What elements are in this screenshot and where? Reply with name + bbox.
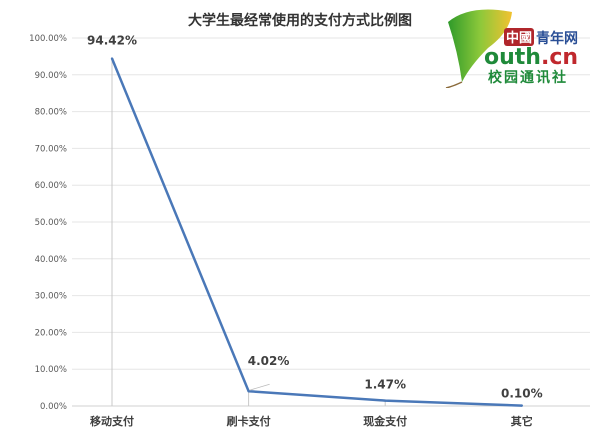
y-tick-label: 50.00% [35, 218, 67, 228]
y-tick-label: 90.00% [35, 71, 67, 81]
data-point [247, 390, 250, 393]
svg-text:青年网: 青年网 [536, 30, 578, 47]
data-label: 1.47% [364, 378, 406, 392]
chart-title: 大学生最经常使用的支付方式比例图 [188, 13, 412, 29]
y-tick-label: 0.00% [40, 402, 67, 412]
svg-text:校园通讯社: 校园通讯社 [488, 69, 568, 86]
data-label: 94.42% [87, 34, 137, 48]
y-tick-label: 80.00% [35, 108, 67, 118]
x-tick-label: 移动支付 [90, 414, 134, 428]
x-tick-label: 刷卡支付 [227, 414, 271, 428]
data-label: 0.10% [501, 387, 543, 401]
data-point [384, 399, 387, 402]
data-point [520, 404, 523, 407]
series-line [110, 58, 522, 407]
data-label: 4.02% [248, 354, 290, 368]
data-point [110, 57, 114, 60]
leader-line [249, 383, 270, 391]
x-tick-label: 现金支付 [363, 414, 407, 428]
y-tick-label: 70.00% [35, 144, 67, 154]
svg-text:中國: 中國 [506, 30, 532, 46]
y-tick-label: 20.00% [35, 328, 67, 338]
youth-cn-logo: 中國 青年网 outh.cn 校园通讯社 [445, 9, 578, 88]
y-tick-label: 60.00% [35, 181, 67, 191]
y-tick-label: 100.00% [29, 34, 67, 44]
y-tick-label: 30.00% [35, 292, 67, 302]
x-tick-label: 其它 [511, 414, 533, 428]
y-tick-label: 10.00% [35, 365, 67, 375]
y-tick-label: 40.00% [35, 255, 67, 265]
svg-text:outh.cn: outh.cn [484, 45, 578, 70]
